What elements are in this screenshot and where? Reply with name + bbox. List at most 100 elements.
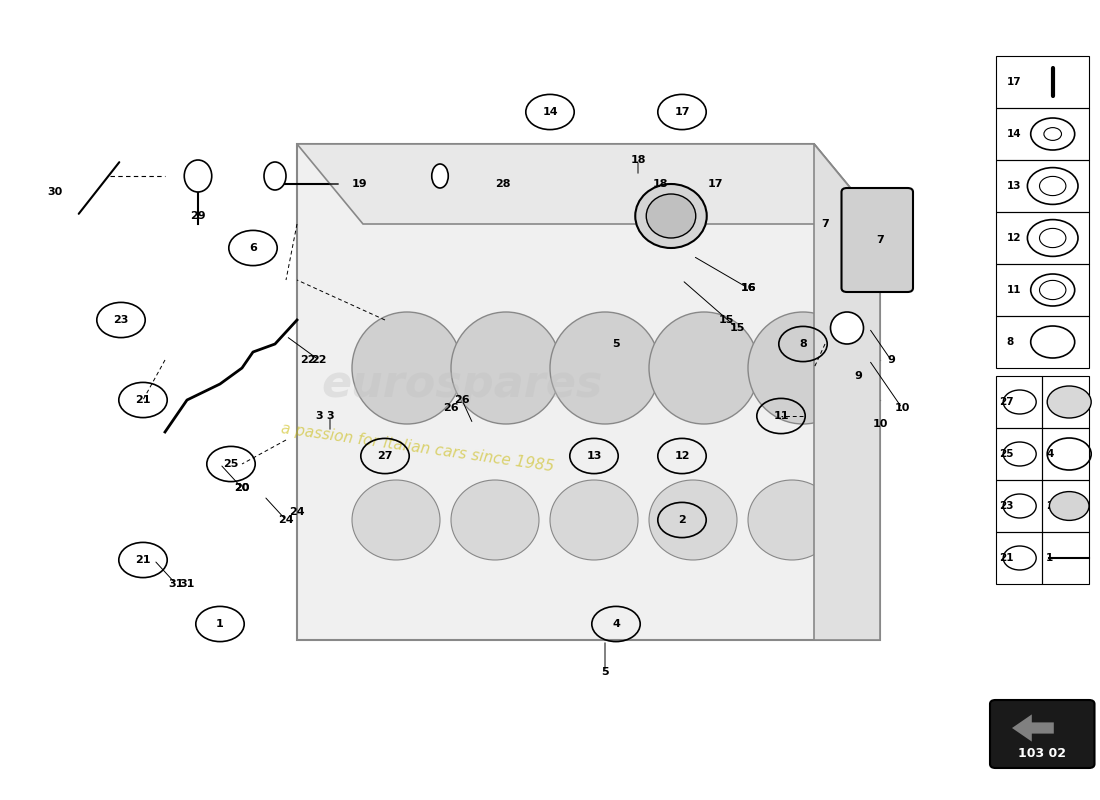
Text: 11: 11 xyxy=(773,411,789,421)
Text: 21: 21 xyxy=(135,395,151,405)
Text: 5: 5 xyxy=(613,339,619,349)
Bar xyxy=(996,212,1089,264)
Text: 4: 4 xyxy=(612,619,620,629)
Text: 10: 10 xyxy=(872,419,888,429)
Polygon shape xyxy=(814,144,880,640)
Text: 20: 20 xyxy=(234,483,250,493)
Ellipse shape xyxy=(352,480,440,560)
Ellipse shape xyxy=(431,164,449,188)
Ellipse shape xyxy=(649,480,737,560)
Text: 31: 31 xyxy=(168,579,184,589)
Text: 18: 18 xyxy=(630,155,646,165)
Ellipse shape xyxy=(451,312,561,424)
Bar xyxy=(1043,532,1089,584)
Bar xyxy=(996,376,1043,428)
Text: 29: 29 xyxy=(190,211,206,221)
Text: 5: 5 xyxy=(602,667,608,677)
Bar xyxy=(996,480,1043,532)
Circle shape xyxy=(1047,386,1091,418)
Bar xyxy=(1043,428,1089,480)
Ellipse shape xyxy=(352,312,462,424)
Ellipse shape xyxy=(264,162,286,190)
Text: 2: 2 xyxy=(1046,501,1054,511)
Text: 11: 11 xyxy=(1006,285,1021,295)
Text: 20: 20 xyxy=(234,483,250,493)
Text: 14: 14 xyxy=(542,107,558,117)
Text: 21: 21 xyxy=(999,553,1013,563)
Circle shape xyxy=(1049,491,1089,520)
Text: 15: 15 xyxy=(718,315,734,325)
Text: 25: 25 xyxy=(999,449,1013,459)
Text: 8: 8 xyxy=(799,339,807,349)
Text: 25: 25 xyxy=(223,459,239,469)
Text: 14: 14 xyxy=(1006,129,1021,139)
Text: 24: 24 xyxy=(289,507,305,517)
Text: 21: 21 xyxy=(135,555,151,565)
Ellipse shape xyxy=(647,194,695,238)
Text: 19: 19 xyxy=(352,179,367,189)
Text: 2: 2 xyxy=(678,515,686,525)
Bar xyxy=(996,160,1089,212)
Text: 13: 13 xyxy=(1006,181,1021,191)
Ellipse shape xyxy=(636,184,706,248)
Ellipse shape xyxy=(451,480,539,560)
Text: 17: 17 xyxy=(674,107,690,117)
Bar xyxy=(996,316,1089,368)
Polygon shape xyxy=(297,144,880,224)
Text: 8: 8 xyxy=(1006,337,1014,347)
Ellipse shape xyxy=(748,480,836,560)
Text: 10: 10 xyxy=(894,403,910,413)
Polygon shape xyxy=(297,144,880,640)
Ellipse shape xyxy=(185,160,211,192)
Text: 13: 13 xyxy=(586,451,602,461)
Text: 27: 27 xyxy=(377,451,393,461)
Text: 23: 23 xyxy=(113,315,129,325)
Text: 7: 7 xyxy=(876,235,884,245)
Bar xyxy=(996,532,1043,584)
Text: 17: 17 xyxy=(1006,77,1021,87)
Text: 12: 12 xyxy=(1006,233,1021,243)
Text: 15: 15 xyxy=(729,323,745,333)
Text: 4: 4 xyxy=(1046,449,1054,459)
Bar xyxy=(1043,376,1089,428)
Bar xyxy=(996,428,1043,480)
Text: 3: 3 xyxy=(327,411,333,421)
Text: 31: 31 xyxy=(179,579,195,589)
Text: eurospares: eurospares xyxy=(321,362,603,406)
Text: 26: 26 xyxy=(443,403,459,413)
Text: 24: 24 xyxy=(278,515,294,525)
Text: 9: 9 xyxy=(854,371,862,381)
Bar xyxy=(996,264,1089,316)
Text: 103 02: 103 02 xyxy=(1018,747,1066,760)
Text: 1: 1 xyxy=(216,619,224,629)
Text: 18: 18 xyxy=(652,179,668,189)
Ellipse shape xyxy=(550,312,660,424)
Text: 26: 26 xyxy=(454,395,470,405)
Ellipse shape xyxy=(550,480,638,560)
Text: 30: 30 xyxy=(47,187,63,197)
Ellipse shape xyxy=(748,312,858,424)
Text: 17: 17 xyxy=(707,179,723,189)
Text: 27: 27 xyxy=(999,397,1013,407)
Ellipse shape xyxy=(649,312,759,424)
Text: 7: 7 xyxy=(821,219,829,229)
Text: 22: 22 xyxy=(300,355,316,365)
Bar xyxy=(1043,480,1089,532)
Text: a passion for italian cars since 1985: a passion for italian cars since 1985 xyxy=(280,422,556,474)
Text: 16: 16 xyxy=(740,283,756,293)
Text: 16: 16 xyxy=(740,283,756,293)
Text: 23: 23 xyxy=(999,501,1013,511)
Text: 22: 22 xyxy=(311,355,327,365)
Polygon shape xyxy=(1012,714,1054,742)
Text: 28: 28 xyxy=(495,179,510,189)
Text: 9: 9 xyxy=(887,355,895,365)
FancyBboxPatch shape xyxy=(842,188,913,292)
Text: 6: 6 xyxy=(1046,397,1054,407)
Text: 12: 12 xyxy=(674,451,690,461)
Text: 3: 3 xyxy=(316,411,322,421)
Ellipse shape xyxy=(830,312,864,344)
FancyBboxPatch shape xyxy=(990,700,1094,768)
Text: 6: 6 xyxy=(249,243,257,253)
Bar xyxy=(996,108,1089,160)
Bar xyxy=(996,56,1089,108)
